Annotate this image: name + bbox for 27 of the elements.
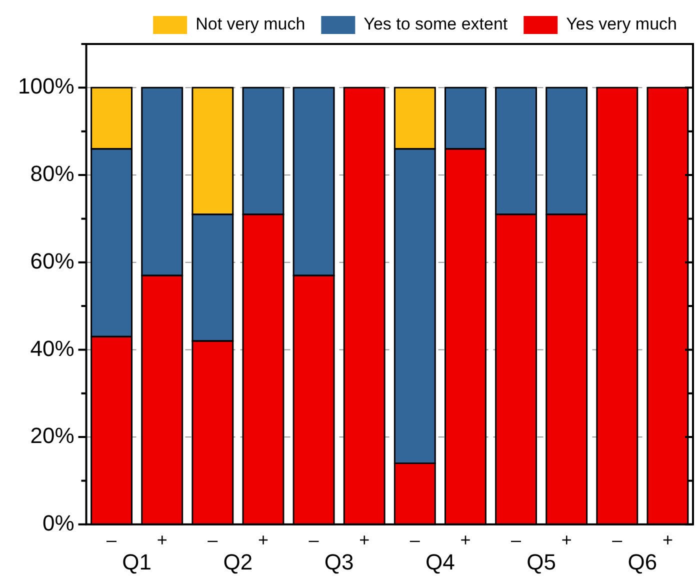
legend-label: Yes very much xyxy=(566,14,678,34)
text: Q2 xyxy=(223,549,253,574)
x-tick-label: + xyxy=(662,530,673,550)
y-tick-label: 0% xyxy=(42,510,74,536)
y-tick-label: 40% xyxy=(30,336,74,361)
legend-label: Not very much xyxy=(196,14,306,34)
x-tick-label: – xyxy=(511,530,522,550)
text: Q3 xyxy=(324,549,354,574)
x-tick-label: – xyxy=(612,530,622,550)
x-tick-label: + xyxy=(359,530,370,550)
text: Q4 xyxy=(426,549,455,574)
x-tick-label: – xyxy=(208,530,218,550)
x-tick-label: – xyxy=(106,530,117,550)
x-tick-label: + xyxy=(561,530,572,550)
y-tick-label: 80% xyxy=(30,161,74,186)
x-tick-label: – xyxy=(308,530,319,550)
x-tick-label: + xyxy=(258,530,268,550)
y-tick-label: 20% xyxy=(30,423,74,448)
text: Q5 xyxy=(526,549,556,574)
text: Q1 xyxy=(122,549,152,574)
y-tick-label: 100% xyxy=(18,74,74,99)
legend-label: Yes to some extent xyxy=(364,14,508,34)
text: Q6 xyxy=(628,549,658,574)
x-tick-label: – xyxy=(410,530,420,550)
x-tick-label: + xyxy=(460,530,471,550)
y-tick-label: 60% xyxy=(30,248,74,274)
x-tick-label: + xyxy=(156,530,168,550)
